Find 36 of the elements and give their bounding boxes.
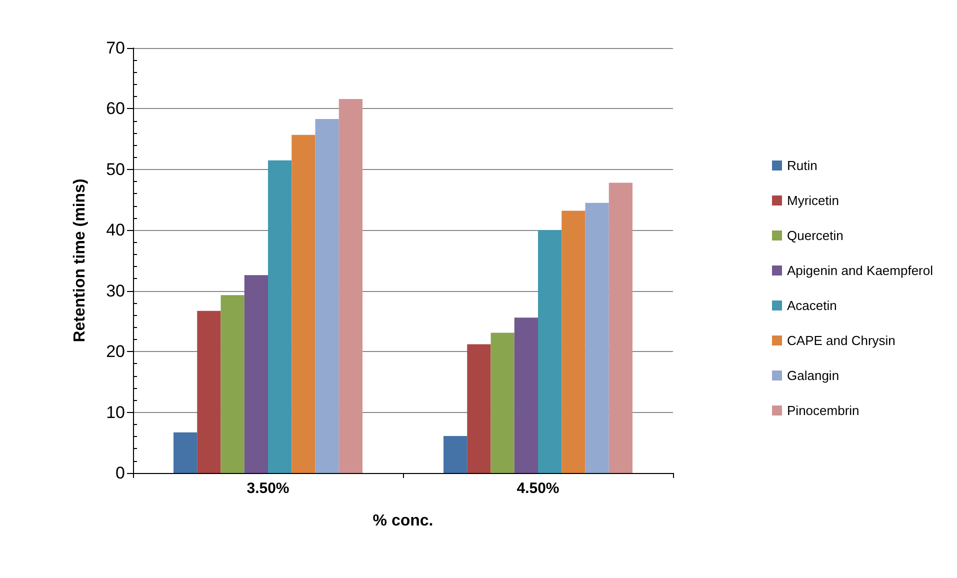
y-tick-label: 30 <box>106 281 125 300</box>
bar <box>268 160 292 473</box>
bar <box>315 119 339 473</box>
y-tick-label: 10 <box>106 402 125 422</box>
x-tick-label: 3.50% <box>246 480 290 497</box>
y-tick-label: 50 <box>106 160 125 179</box>
legend-label: Myricetin <box>787 193 840 208</box>
bar <box>538 230 562 473</box>
legend-label: Pinocembrin <box>787 403 860 418</box>
x-axis-title: % conc. <box>372 512 434 530</box>
bar <box>608 182 632 473</box>
legend-label: Apigenin and Kaempferol <box>787 263 934 278</box>
y-axis-title: Retention time (mins) <box>72 178 88 342</box>
bar <box>514 318 538 473</box>
bar <box>174 432 198 473</box>
legend-label: Quercetin <box>787 228 844 243</box>
legend-label: Galangin <box>787 368 840 383</box>
y-tick-label: 60 <box>106 99 125 118</box>
y-tick-label: 0 <box>116 464 125 482</box>
y-tick-label: 20 <box>106 342 125 362</box>
y-tick-label: 70 <box>106 38 125 58</box>
bar <box>490 332 514 473</box>
bar <box>562 210 586 473</box>
bar <box>467 344 491 473</box>
bar <box>220 295 244 473</box>
bar <box>244 275 268 473</box>
bar <box>444 436 468 473</box>
legend-label: Acacetin <box>787 298 837 313</box>
legend-label: Rutin <box>787 158 818 173</box>
bar <box>197 310 221 473</box>
bar <box>292 134 316 473</box>
bar <box>338 99 362 473</box>
bar <box>585 202 609 473</box>
legend-label: CAPE and Chrysin <box>787 333 896 348</box>
y-tick-label: 40 <box>106 220 125 240</box>
x-tick-label: 4.50% <box>516 480 560 497</box>
